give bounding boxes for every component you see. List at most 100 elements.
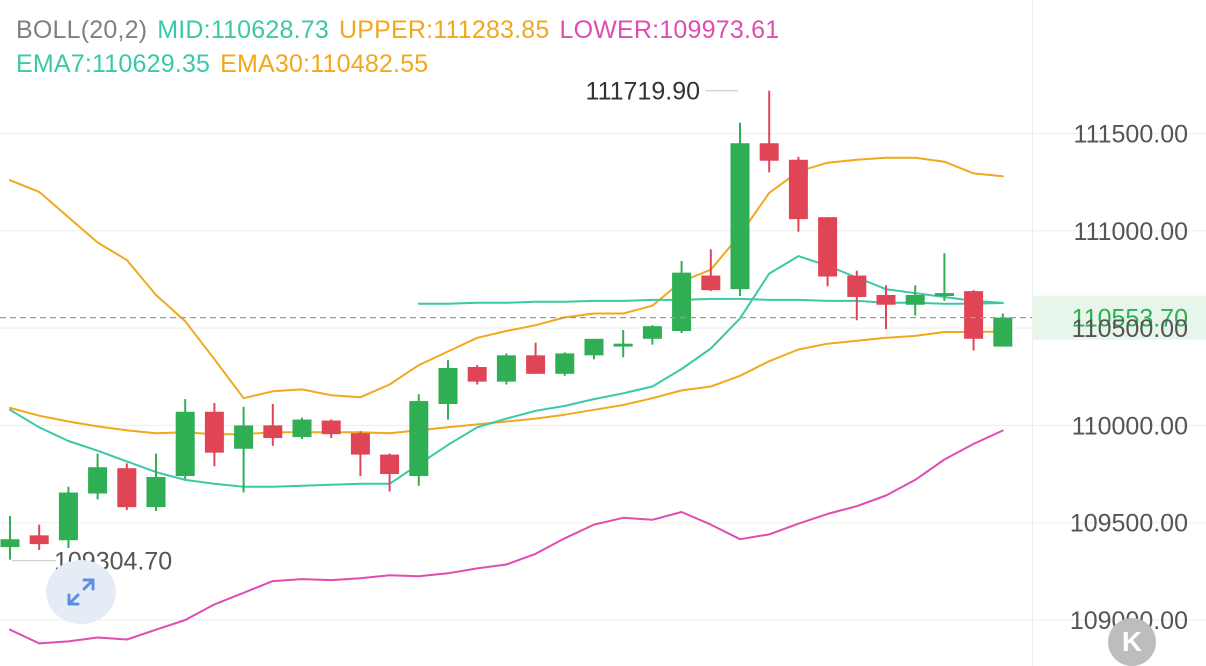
candle-body — [818, 217, 838, 277]
candle-body — [934, 293, 954, 296]
candle — [905, 285, 925, 316]
candle-body — [0, 539, 20, 548]
candle-body — [642, 326, 662, 339]
candle-body — [234, 425, 254, 449]
candle — [467, 365, 487, 385]
candle-body — [117, 468, 137, 508]
candle — [234, 406, 254, 493]
candle — [438, 360, 458, 420]
candle-body — [204, 411, 224, 453]
indicator-line — [9, 156, 1004, 400]
boll-upper-value: UPPER:111283.85 — [338, 16, 550, 44]
candle — [117, 463, 137, 511]
boll-mid-value: MID:110628.73 — [157, 16, 329, 44]
candle — [350, 431, 370, 476]
candle — [496, 353, 516, 385]
candle-body — [438, 367, 458, 404]
candle — [58, 486, 78, 548]
indicator-line — [9, 330, 1004, 436]
boll-label: BOLL(20,2) — [16, 16, 148, 44]
candle — [934, 253, 954, 301]
candle — [88, 453, 108, 500]
candle-body — [788, 159, 808, 220]
candle — [263, 403, 283, 446]
candle-body — [321, 420, 341, 435]
candles — [0, 90, 1013, 560]
candle-body — [993, 317, 1013, 347]
candle-body — [146, 476, 166, 508]
candle-body — [496, 355, 516, 382]
candle-body — [672, 272, 692, 332]
max-price-label: 111719.90 — [586, 78, 700, 106]
indicator-line — [9, 429, 1004, 645]
candle — [175, 399, 195, 479]
candle-body — [263, 425, 283, 439]
candle — [146, 453, 166, 512]
ema30-value: EMA30:110482.55 — [220, 50, 429, 78]
candle — [642, 325, 662, 345]
candle-body — [292, 419, 312, 438]
candle-body — [876, 295, 896, 305]
y-tick-label: 111500.00 — [1074, 121, 1188, 149]
candle-body — [730, 143, 750, 290]
candle — [964, 290, 984, 351]
candle-body — [905, 295, 925, 305]
expand-chart-button[interactable] — [46, 560, 116, 624]
candle-body — [555, 353, 575, 374]
indicator-lines — [9, 156, 1004, 645]
ema-legend: EMA7:110629.35 EMA30:110482.55 — [16, 50, 438, 79]
candle-body — [175, 411, 195, 476]
candle-body — [467, 367, 487, 382]
candle-body — [58, 492, 78, 541]
candle-body — [613, 343, 633, 347]
candle — [847, 270, 867, 321]
y-tick-label: 111000.00 — [1074, 218, 1188, 246]
y-tick-label: 110500.00 — [1072, 315, 1188, 343]
candle-body — [409, 401, 429, 476]
candle-body — [526, 355, 546, 374]
candle — [526, 342, 546, 374]
candle-body — [701, 275, 721, 291]
k-collapse-icon: K — [1121, 626, 1143, 657]
candle — [876, 285, 896, 330]
candle-body — [584, 338, 604, 356]
candle — [204, 403, 224, 467]
candle — [409, 394, 429, 486]
candle — [993, 313, 1013, 347]
y-tick-label: 109500.00 — [1070, 510, 1188, 538]
indicator-line — [9, 255, 1004, 488]
k-collapse-button[interactable]: K — [1108, 618, 1156, 666]
candle — [613, 330, 633, 358]
candle-body — [29, 535, 49, 545]
y-tick-label: 110000.00 — [1072, 412, 1188, 440]
boll-legend: BOLL(20,2) MID:110628.73 UPPER:111283.85 LO… — [16, 16, 789, 45]
candle — [555, 352, 575, 376]
candle-body — [759, 143, 779, 161]
candle — [759, 90, 779, 173]
candle — [730, 122, 750, 296]
current-price-tag — [1033, 295, 1206, 340]
candle-body — [964, 291, 984, 339]
candle-body — [380, 454, 400, 475]
boll-lower-value: LOWER:109973.61 — [559, 16, 780, 44]
ema7-value: EMA7:110629.35 — [16, 50, 211, 78]
candle — [818, 217, 838, 287]
candle — [380, 453, 400, 492]
candle-body — [88, 467, 108, 494]
indicator-line — [417, 297, 1004, 305]
candle — [29, 524, 49, 550]
candle — [321, 419, 341, 439]
y-axis: 109000.00109500.00110000.00110500.001110… — [1070, 121, 1188, 636]
current-price-label: 110553.70 — [1072, 305, 1188, 333]
candle — [0, 515, 20, 560]
candle-body — [847, 275, 867, 297]
candle-body — [350, 433, 370, 455]
candle — [292, 417, 312, 440]
expand-diagonal-icon — [67, 578, 95, 606]
candle — [701, 249, 721, 292]
candle — [584, 338, 604, 360]
candle — [788, 156, 808, 232]
candle — [672, 260, 692, 333]
